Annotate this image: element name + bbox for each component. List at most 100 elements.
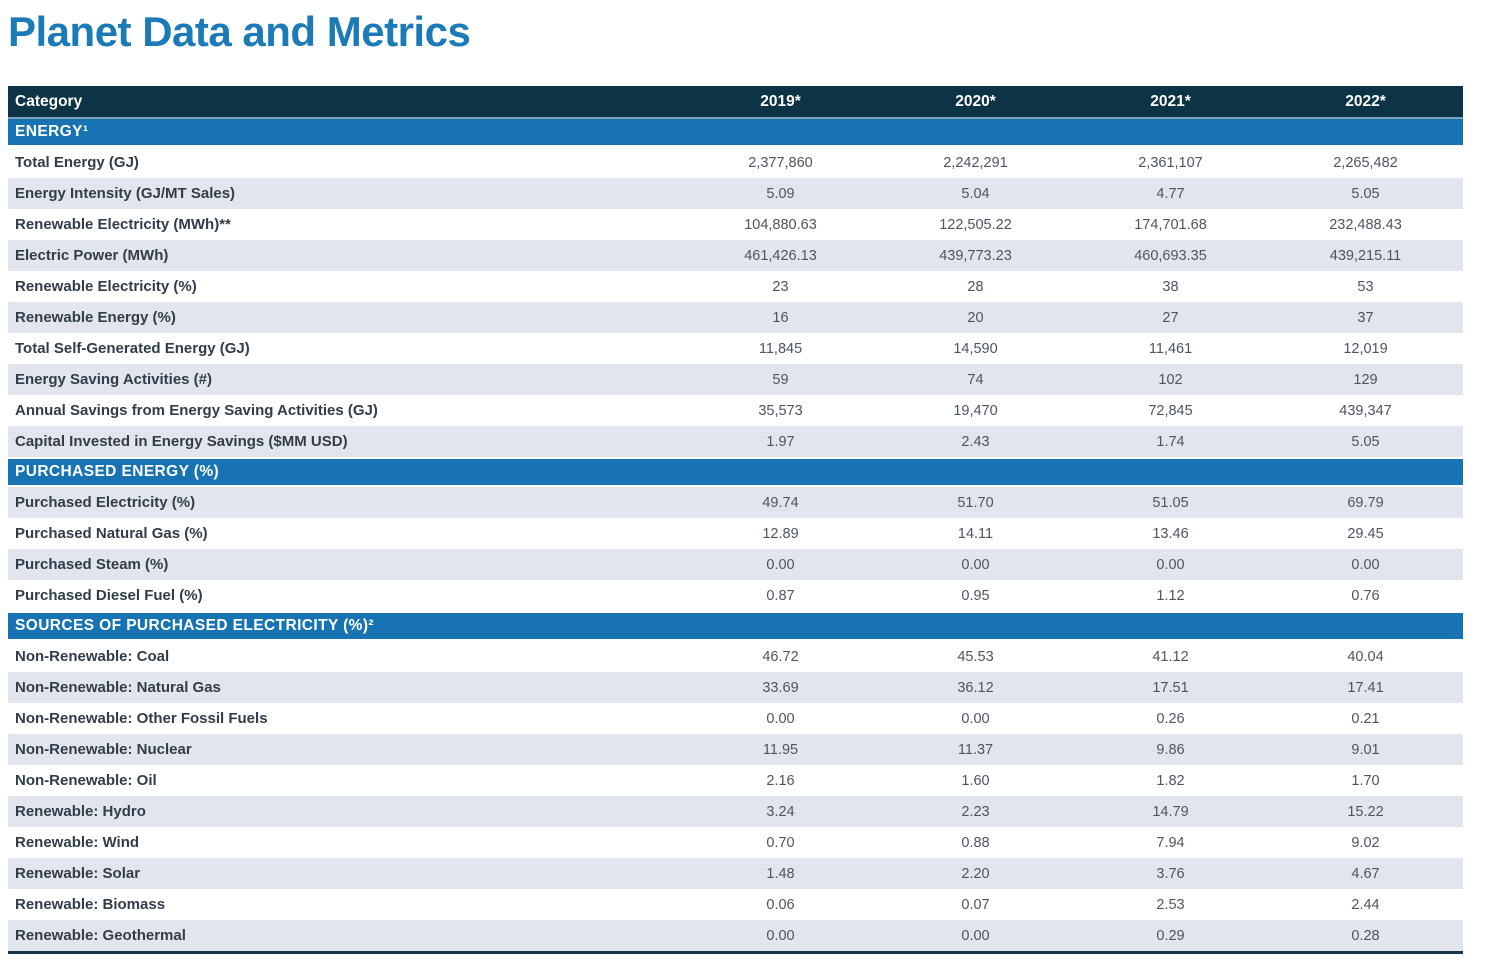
value-cell: 2,265,482 bbox=[1333, 154, 1398, 171]
table-row: Renewable: Geothermal 0.00 0.00 0.29 0.28 bbox=[8, 920, 1463, 953]
row-label: Non-Renewable: Natural Gas bbox=[15, 679, 221, 697]
row-label: Capital Invested in Energy Savings ($MM … bbox=[15, 433, 348, 451]
row-label: Energy Intensity (GJ/MT Sales) bbox=[15, 185, 236, 203]
value-cell: 72,845 bbox=[1148, 402, 1193, 419]
table-row: Purchased Diesel Fuel (%) 0.87 0.95 1.12 0.7… bbox=[8, 580, 1463, 613]
section-header-row: ENERGY¹ bbox=[8, 117, 1463, 148]
table-row: Non-Renewable: Oil 2.16 1.60 1.82 1.70 bbox=[8, 765, 1463, 797]
value-cell: 1.70 bbox=[1351, 772, 1380, 789]
table-row: Renewable Energy (%) 16 20 27 37 bbox=[8, 302, 1463, 334]
value-cell: 0.00 bbox=[961, 556, 990, 573]
row-label: Non-Renewable: Nuclear bbox=[15, 741, 192, 759]
value-cell: 36.12 bbox=[957, 679, 994, 696]
row-label: Non-Renewable: Other Fossil Fuels bbox=[15, 710, 268, 728]
table-row: Capital Invested in Energy Savings ($MM … bbox=[8, 426, 1463, 459]
value-cell: 0.07 bbox=[961, 896, 990, 913]
row-label: Purchased Steam (%) bbox=[15, 556, 169, 574]
value-cell: 15.22 bbox=[1347, 803, 1384, 820]
value-cell: 35,573 bbox=[758, 402, 803, 419]
value-cell: 12.89 bbox=[762, 525, 799, 542]
row-label: Total Energy (GJ) bbox=[15, 154, 139, 172]
table-row: Purchased Natural Gas (%) 12.89 14.11 13.46… bbox=[8, 518, 1463, 550]
value-cell: 20 bbox=[967, 309, 984, 326]
value-cell: 11.95 bbox=[762, 741, 799, 758]
page-title: Planet Data and Metrics bbox=[8, 8, 471, 55]
row-label: Annual Savings from Energy Saving Activi… bbox=[15, 402, 378, 420]
section-header-label: PURCHASED ENERGY (%) bbox=[8, 457, 1463, 488]
table-row: Total Energy (GJ) 2,377,860 2,242,291 2,361… bbox=[8, 146, 1463, 179]
value-cell: 2,361,107 bbox=[1138, 154, 1203, 171]
value-cell: 40.04 bbox=[1347, 648, 1384, 665]
value-cell: 461,426.13 bbox=[744, 247, 817, 264]
value-cell: 11.37 bbox=[957, 741, 994, 758]
value-cell: 1.74 bbox=[1156, 433, 1185, 450]
row-label: Energy Saving Activities (#) bbox=[15, 371, 213, 389]
value-cell: 7.94 bbox=[1156, 834, 1185, 851]
value-cell: 45.53 bbox=[957, 648, 994, 665]
value-cell: 17.41 bbox=[1347, 679, 1384, 696]
value-cell: 174,701.68 bbox=[1134, 216, 1207, 233]
value-cell: 0.29 bbox=[1156, 927, 1185, 944]
value-cell: 74 bbox=[967, 371, 984, 388]
section-header-row: SOURCES OF PURCHASED ELECTRICITY (%)² bbox=[8, 611, 1463, 642]
table-row: Renewable: Biomass 0.06 0.07 2.53 2.44 bbox=[8, 889, 1463, 921]
value-cell: 232,488.43 bbox=[1329, 216, 1402, 233]
value-cell: 1.48 bbox=[766, 865, 795, 882]
value-cell: 104,880.63 bbox=[744, 216, 817, 233]
table-row: Renewable Electricity (MWh)** 104,880.63 1… bbox=[8, 209, 1463, 241]
value-cell: 1.60 bbox=[961, 772, 990, 789]
table-row: Renewable: Hydro 3.24 2.23 14.79 15.22 bbox=[8, 796, 1463, 828]
row-label: Renewable: Solar bbox=[15, 865, 141, 883]
value-cell: 51.70 bbox=[957, 494, 994, 511]
value-cell: 2.16 bbox=[766, 772, 795, 789]
row-label: Non-Renewable: Coal bbox=[15, 648, 170, 666]
table-row: Electric Power (MWh) 461,426.13 439,773.23… bbox=[8, 240, 1463, 272]
value-cell: 0.00 bbox=[1156, 556, 1185, 573]
value-cell: 11,461 bbox=[1148, 340, 1193, 357]
column-header-2019: 2019* bbox=[683, 86, 878, 120]
value-cell: 3.76 bbox=[1156, 865, 1185, 882]
value-cell: 0.00 bbox=[961, 927, 990, 944]
value-cell: 0.00 bbox=[766, 556, 795, 573]
value-cell: 19,470 bbox=[953, 402, 998, 419]
table-row: Energy Saving Activities (#) 59 74 102 129 bbox=[8, 364, 1463, 396]
value-cell: 16 bbox=[772, 309, 789, 326]
value-cell: 2,377,860 bbox=[748, 154, 813, 171]
value-cell: 2.43 bbox=[961, 433, 990, 450]
row-label: Non-Renewable: Oil bbox=[15, 772, 157, 790]
value-cell: 46.72 bbox=[762, 648, 799, 665]
row-label: Purchased Electricity (%) bbox=[15, 494, 196, 512]
value-cell: 0.06 bbox=[766, 896, 795, 913]
value-cell: 0.28 bbox=[1351, 927, 1380, 944]
column-header-category: Category bbox=[8, 86, 683, 120]
value-cell: 69.79 bbox=[1347, 494, 1384, 511]
row-label: Purchased Diesel Fuel (%) bbox=[15, 587, 203, 605]
row-label: Renewable Energy (%) bbox=[15, 309, 176, 327]
row-label: Renewable: Wind bbox=[15, 834, 140, 852]
section-header-label: ENERGY¹ bbox=[8, 117, 1463, 148]
value-cell: 17.51 bbox=[1152, 679, 1189, 696]
value-cell: 2,242,291 bbox=[943, 154, 1008, 171]
section-header-row: PURCHASED ENERGY (%) bbox=[8, 457, 1463, 488]
value-cell: 13.46 bbox=[1152, 525, 1189, 542]
table-row: Annual Savings from Energy Saving Activi… bbox=[8, 395, 1463, 427]
value-cell: 9.01 bbox=[1351, 741, 1380, 758]
value-cell: 5.05 bbox=[1351, 185, 1380, 202]
table-row: Energy Intensity (GJ/MT Sales) 5.09 5.04 4.… bbox=[8, 178, 1463, 210]
table-row: Renewable Electricity (%) 23 28 38 53 bbox=[8, 271, 1463, 303]
value-cell: 1.12 bbox=[1156, 587, 1185, 604]
row-label: Renewable: Biomass bbox=[15, 896, 166, 914]
header-row: Category 2019* 2020* 2021* 2022* bbox=[8, 86, 1463, 120]
metrics-table: Category 2019* 2020* 2021* 2022* ENERGY¹… bbox=[8, 86, 1463, 955]
value-cell: 0.00 bbox=[766, 710, 795, 727]
table-row: Non-Renewable: Coal 46.72 45.53 41.12 40.04 bbox=[8, 640, 1463, 673]
value-cell: 0.87 bbox=[766, 587, 795, 604]
value-cell: 122,505.22 bbox=[939, 216, 1012, 233]
value-cell: 23 bbox=[772, 278, 789, 295]
value-cell: 27 bbox=[1162, 309, 1179, 326]
table-row: Non-Renewable: Natural Gas 33.69 36.12 17.5… bbox=[8, 672, 1463, 704]
value-cell: 439,347 bbox=[1339, 402, 1392, 419]
table-row: Purchased Steam (%) 0.00 0.00 0.00 0.00 bbox=[8, 549, 1463, 581]
table-row: Purchased Electricity (%) 49.74 51.70 51.05… bbox=[8, 486, 1463, 519]
value-cell: 51.05 bbox=[1152, 494, 1189, 511]
